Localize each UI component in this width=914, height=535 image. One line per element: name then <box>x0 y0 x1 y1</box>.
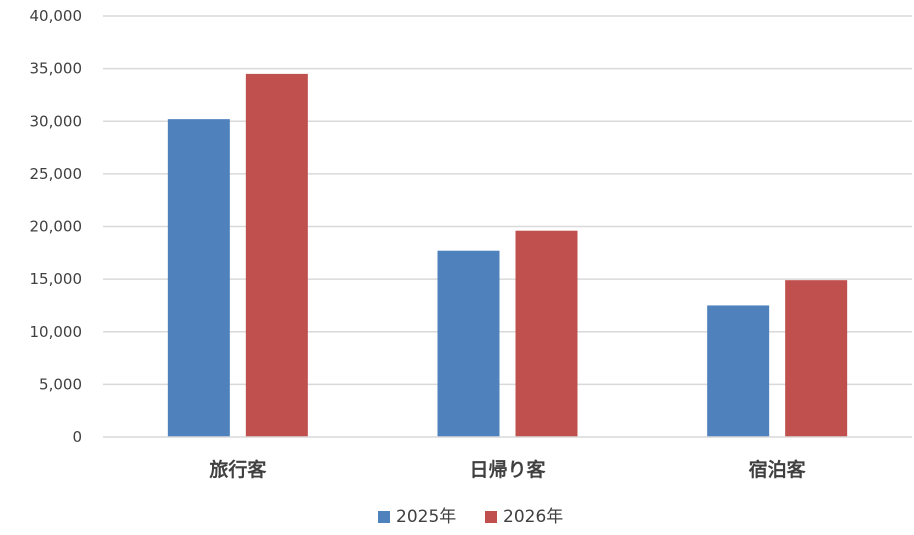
bar-series2 <box>785 280 848 437</box>
y-tick-label: 5,000 <box>39 375 82 393</box>
legend-item[interactable]: 2025年 <box>378 507 456 527</box>
bar-series1 <box>707 305 770 437</box>
x-axis-categories: 旅行客 日帰り客 宿泊客 <box>209 458 806 481</box>
y-tick-label: 35,000 <box>30 60 83 78</box>
legend-label: 2025年 <box>396 507 456 527</box>
bar-series2 <box>515 230 578 437</box>
y-tick-label: 30,000 <box>30 112 83 130</box>
y-tick-label: 25,000 <box>30 165 83 183</box>
legend-swatch <box>485 511 497 523</box>
bar-series1 <box>437 250 500 437</box>
legend[interactable]: 2025年 2026年 <box>378 507 563 527</box>
y-tick-label: 15,000 <box>30 270 83 288</box>
y-tick-label: 40,000 <box>30 7 83 25</box>
x-category-label: 宿泊客 <box>749 458 807 481</box>
y-tick-label: 20,000 <box>30 218 83 236</box>
x-category-label: 旅行客 <box>209 458 267 481</box>
y-tick-label: 10,000 <box>30 323 83 341</box>
gridlines <box>103 15 912 386</box>
legend-label: 2026年 <box>503 507 563 527</box>
bar-series1 <box>167 119 230 438</box>
y-axis-ticks: 0 5,000 10,000 15,000 20,000 25,000 30,000 35,0… <box>30 7 83 446</box>
bars <box>167 73 848 438</box>
y-tick-label: 0 <box>72 428 82 446</box>
bar-series2 <box>245 73 308 437</box>
legend-item[interactable]: 2026年 <box>485 507 563 527</box>
legend-swatch <box>378 511 390 523</box>
x-category-label: 日帰り客 <box>469 458 546 481</box>
